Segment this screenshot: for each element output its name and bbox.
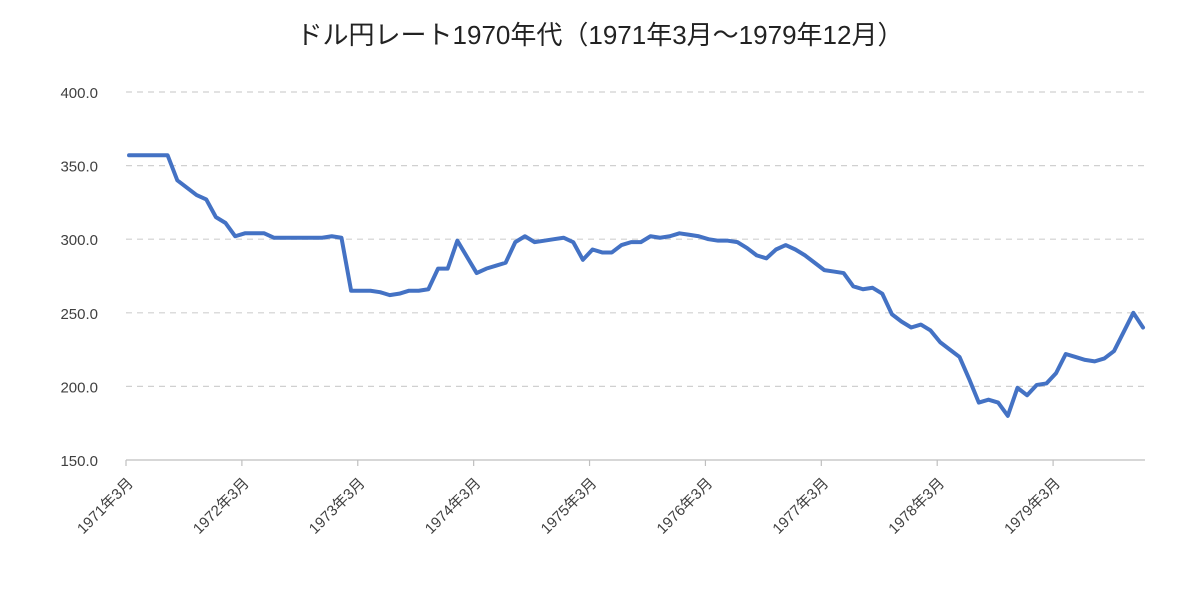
data-line (127, 153, 1145, 418)
x-tick-label: 1979年3月 (1001, 475, 1064, 538)
y-tick-label: 400.0 (60, 85, 98, 102)
x-tick-label: 1977年3月 (769, 475, 832, 538)
y-tick-label: 250.0 (60, 306, 98, 323)
x-tick-label: 1975年3月 (538, 475, 601, 538)
y-tick-label: 200.0 (60, 379, 98, 396)
x-tick-label: 1972年3月 (190, 475, 253, 538)
y-tick-label: 300.0 (60, 232, 98, 249)
x-tick-label: 1978年3月 (885, 475, 948, 538)
x-tick-label: 1973年3月 (306, 475, 369, 538)
y-tick-label: 350.0 (60, 159, 98, 176)
chart-title: ドル円レート1970年代（1971年3月～1979年12月） (297, 20, 904, 50)
y-tick-label: 150.0 (60, 453, 98, 470)
x-tick-label: 1976年3月 (654, 475, 717, 538)
x-tick-label: 1971年3月 (74, 475, 137, 538)
x-tick-label: 1974年3月 (422, 475, 485, 538)
